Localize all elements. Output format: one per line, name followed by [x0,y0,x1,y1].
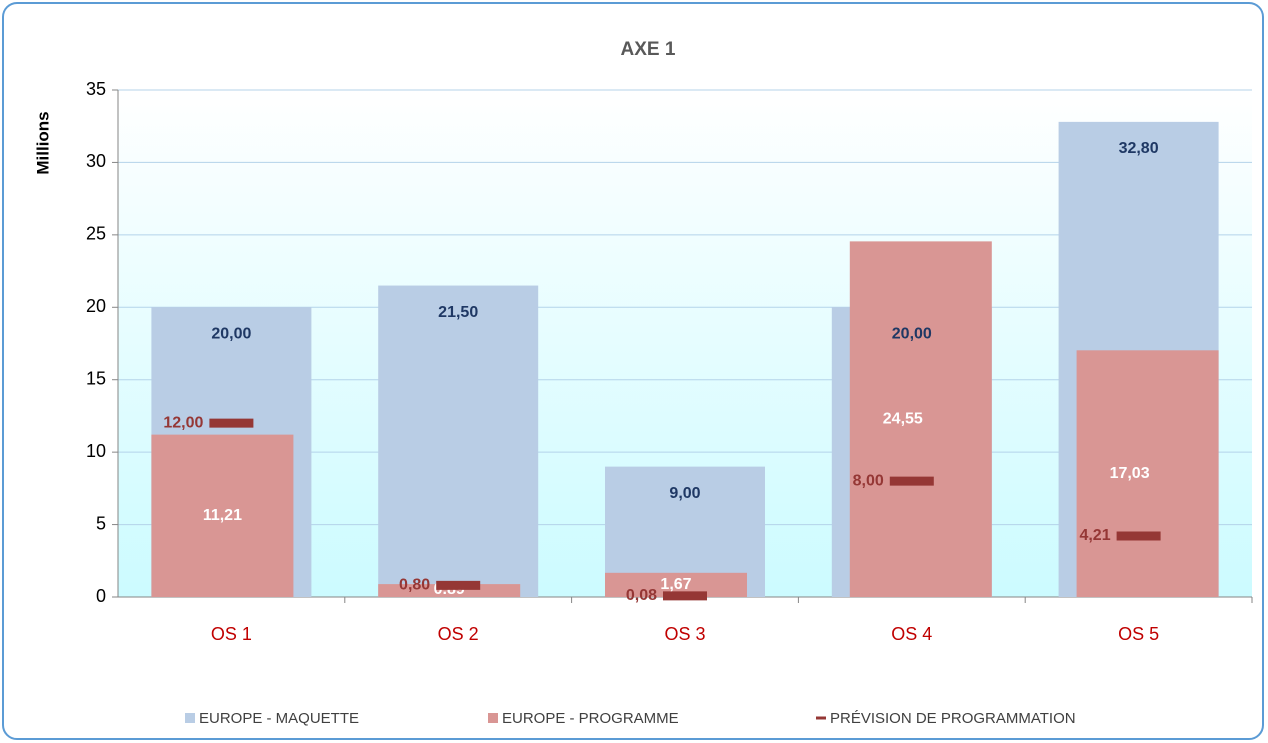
data-label: 32,80 [1119,140,1159,157]
y-tick-label: 5 [96,513,106,533]
x-tick-label: OS 4 [891,624,932,644]
legend-label: EUROPE - MAQUETTE [199,710,359,727]
y-tick-label: 20 [86,296,106,316]
y-tick-label: 10 [86,441,106,461]
bar [378,584,521,597]
data-label: 4,21 [1079,527,1110,544]
legend-label: PRÉVISION DE PROGRAMMATION [830,710,1076,727]
y-axis-label: Millions [33,111,52,174]
bar [151,434,294,597]
legend-swatch [185,713,195,723]
data-label: 9,00 [669,485,700,502]
data-label: 17,03 [1110,465,1150,482]
y-tick-label: 35 [86,79,106,99]
data-label: 8,00 [853,472,884,489]
legend-label: EUROPE - PROGRAMME [502,710,679,727]
data-label: 0,80 [399,577,430,594]
y-tick-label: 0 [96,586,106,606]
x-tick-label: OS 5 [1118,624,1159,644]
data-label: 20,00 [892,326,932,343]
data-label: 12,00 [163,414,203,431]
x-tick-label: OS 3 [664,624,705,644]
x-tick-label: OS 2 [438,624,479,644]
bar [378,285,539,597]
bar [1076,350,1219,597]
chart-title: AXE 1 [621,39,676,60]
data-label: 20,00 [211,326,251,343]
data-label: 21,50 [438,304,478,321]
data-label: 1,67 [660,576,691,593]
y-tick-label: 25 [86,224,106,244]
data-label: 0,08 [626,587,657,604]
y-tick-label: 30 [86,151,106,171]
y-tick-label: 15 [86,368,106,388]
x-tick-label: OS 1 [211,624,252,644]
legend-swatch [488,713,498,723]
data-label: 11,21 [203,507,242,524]
data-label: 24,55 [883,410,923,427]
bar [849,241,992,597]
